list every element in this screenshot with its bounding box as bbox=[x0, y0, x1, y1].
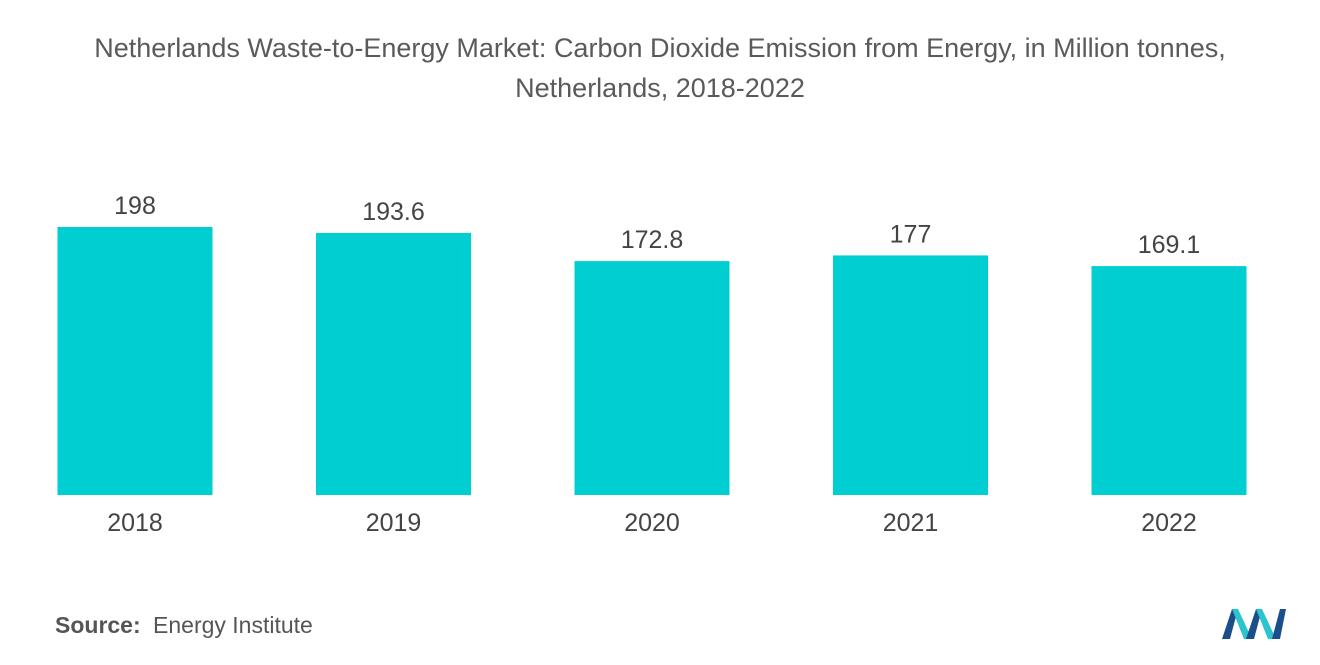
value-label-2020: 172.8 bbox=[621, 226, 684, 254]
bar-2018 bbox=[57, 227, 213, 495]
value-label-2018: 198 bbox=[114, 192, 156, 220]
bar-2021 bbox=[833, 255, 988, 495]
chart-title: Netherlands Waste-to-Energy Market: Carb… bbox=[94, 33, 1226, 103]
bar-2022 bbox=[1091, 266, 1247, 495]
bars-layer bbox=[57, 227, 1247, 495]
value-label-2019: 193.6 bbox=[362, 198, 425, 226]
x-tick-label-2018: 2018 bbox=[107, 509, 163, 537]
source-note: Source: Energy Institute bbox=[55, 612, 313, 639]
x-tick-label-2021: 2021 bbox=[883, 509, 939, 537]
x-tick-label-2020: 2020 bbox=[624, 509, 680, 537]
x-axis-tick-labels: 2018 2019 2020 2021 2022 bbox=[107, 509, 1197, 537]
bar-2019 bbox=[316, 232, 471, 495]
x-tick-label-2022: 2022 bbox=[1141, 509, 1197, 537]
value-label-2022: 169.1 bbox=[1138, 231, 1201, 259]
source-label: Source: bbox=[55, 612, 141, 638]
value-label-2021: 177 bbox=[890, 220, 932, 248]
mordor-intelligence-logo-icon bbox=[1222, 609, 1286, 639]
x-tick-label-2019: 2019 bbox=[366, 509, 422, 537]
bar-2020 bbox=[574, 261, 730, 495]
value-labels-layer: 198 193.6 172.8 177 169.1 bbox=[114, 192, 1200, 259]
source-value: Energy Institute bbox=[153, 612, 313, 638]
